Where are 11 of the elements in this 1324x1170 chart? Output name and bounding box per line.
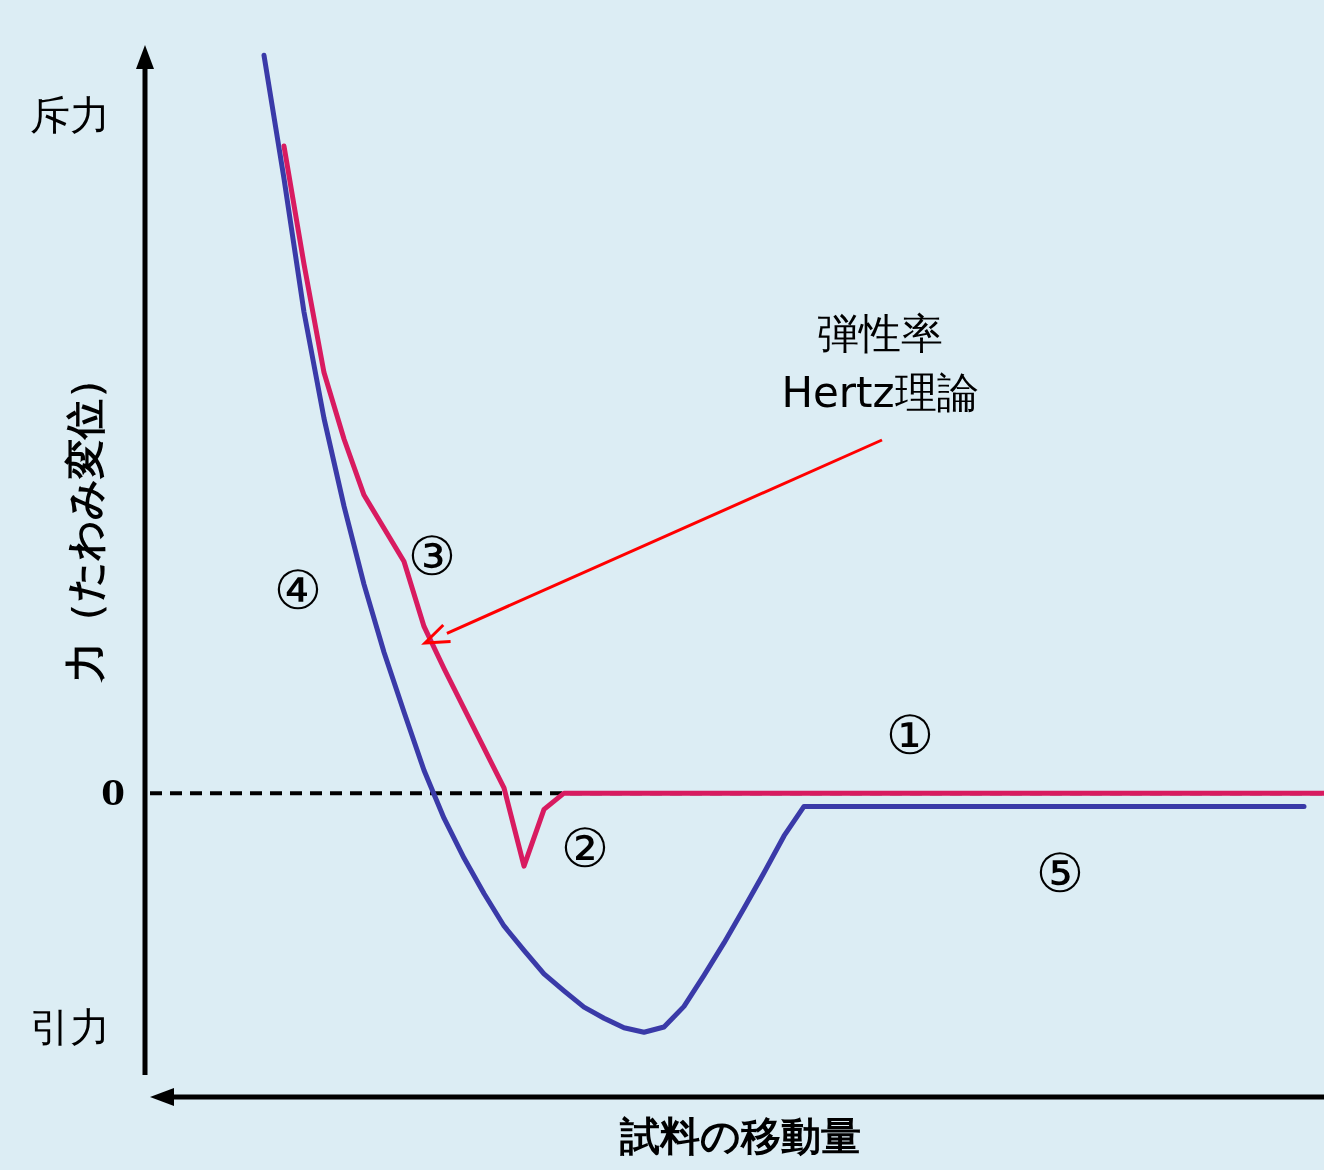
text: 斥力 [30, 92, 110, 138]
annotation: ④ [273, 558, 323, 622]
annotation: ② [560, 816, 610, 880]
y-axis-title: 力（たわみ変位） [62, 358, 108, 683]
annotation: ⑤ [1035, 841, 1085, 905]
x-axis-title: 試料の移動量 [618, 1113, 861, 1159]
annotation: 弾性率 Hertz理論 [781, 308, 979, 417]
ref-line-label: 0 [101, 773, 125, 814]
annotation: ③ [407, 524, 457, 588]
text: 引力 [30, 1004, 110, 1050]
annotation: ① [885, 703, 935, 767]
